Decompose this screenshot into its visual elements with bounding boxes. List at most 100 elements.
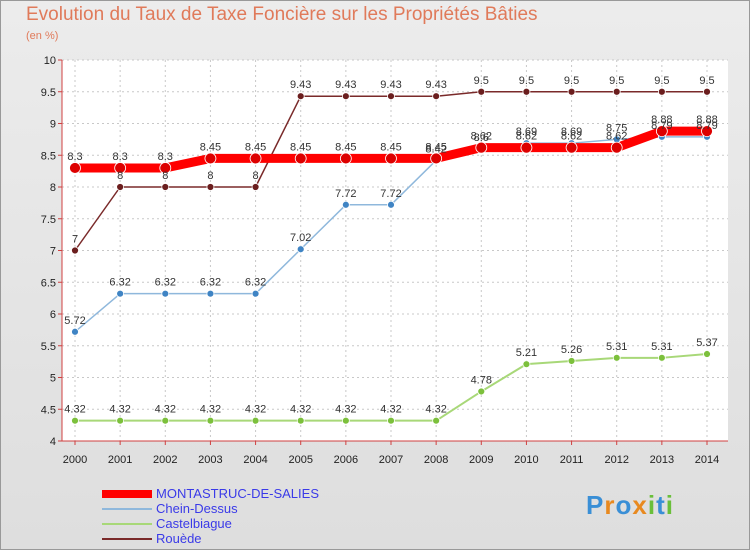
y-tick-label: 8: [50, 182, 56, 194]
y-tick-label: 8.5: [41, 150, 56, 162]
data-label: 9.43: [335, 79, 356, 91]
data-label: 4.32: [109, 404, 130, 416]
data-label: 6.32: [200, 277, 221, 289]
data-point: [249, 152, 262, 165]
logo-letter: i: [647, 490, 657, 520]
data-label: 9.43: [380, 79, 401, 91]
data-point: [116, 289, 125, 298]
data-label: 8.45: [335, 141, 356, 153]
data-label: 8.88: [651, 114, 672, 126]
data-label: 8: [253, 170, 259, 182]
data-point: [206, 289, 215, 298]
data-label: 8.62: [561, 131, 582, 143]
data-point: [339, 152, 352, 165]
data-label: 8.42: [425, 143, 446, 155]
data-label: 9.5: [519, 75, 534, 87]
data-point: [161, 183, 170, 191]
x-tick-label: 2006: [334, 454, 358, 466]
x-tick-label: 2004: [243, 454, 267, 466]
x-tick-label: 2005: [288, 454, 312, 466]
data-point: [161, 289, 170, 298]
data-label: 5.31: [651, 341, 672, 353]
x-tick-label: 2011: [560, 454, 584, 466]
data-point: [114, 162, 127, 174]
data-point: [432, 92, 441, 101]
data-label: 8.79: [651, 120, 672, 132]
data-point: [296, 245, 305, 254]
data-point: [522, 87, 531, 96]
data-point: [657, 87, 666, 96]
data-point: [296, 416, 305, 425]
x-tick-label: 2001: [108, 454, 132, 466]
data-label: 9.5: [654, 75, 669, 87]
data-point: [610, 141, 623, 154]
data-label: 9.5: [609, 75, 624, 87]
data-point: [567, 357, 576, 365]
data-point: [294, 152, 307, 165]
data-point: [71, 246, 79, 255]
x-tick-label: 2013: [650, 454, 674, 466]
y-tick-label: 4.5: [41, 404, 56, 416]
x-tick-label: 2002: [153, 454, 177, 466]
data-point: [71, 327, 79, 336]
logo-letter: r: [604, 490, 616, 520]
y-tick-label: 7.5: [41, 214, 56, 226]
data-point: [116, 183, 125, 191]
y-tick-label: 9.5: [41, 87, 56, 99]
data-label: 8.3: [67, 151, 82, 163]
x-tick-label: 2009: [469, 454, 493, 466]
data-point: [116, 416, 125, 425]
data-label: 4.32: [64, 404, 85, 416]
data-label: 8.75: [606, 122, 627, 134]
data-point: [161, 416, 170, 425]
data-label: 4.78: [471, 374, 492, 386]
y-tick-label: 7: [50, 246, 56, 258]
data-point: [387, 200, 395, 209]
data-label: 9.43: [425, 79, 446, 91]
data-label: 8.3: [158, 151, 173, 163]
data-point: [206, 183, 215, 191]
data-point: [430, 152, 443, 165]
data-label: 5.37: [696, 337, 717, 349]
x-tick-label: 2008: [424, 454, 448, 466]
data-point: [251, 183, 260, 191]
data-point: [477, 387, 486, 396]
data-point: [520, 141, 533, 154]
x-tick-label: 2007: [379, 454, 403, 466]
data-point: [71, 416, 79, 425]
x-tick-label: 2000: [63, 454, 87, 466]
data-label: 8.69: [516, 126, 537, 138]
data-point: [387, 416, 395, 425]
data-label: 4.32: [335, 404, 356, 416]
data-label: 9.5: [699, 75, 714, 87]
data-label: 8.69: [561, 126, 582, 138]
data-label: 6.32: [245, 277, 266, 289]
legend-swatch: [102, 538, 152, 540]
chart-title: Evolution du Taux de Taxe Foncière sur l…: [26, 4, 538, 25]
data-point: [159, 162, 172, 174]
data-label: 7.02: [290, 232, 311, 244]
legend-label: MONTASTRUC-DE-SALIES: [156, 486, 319, 501]
data-point: [69, 162, 81, 174]
data-label: 8.62: [606, 131, 627, 143]
data-point: [432, 416, 441, 425]
legend-swatch: [102, 490, 152, 498]
data-label: 4.32: [200, 404, 221, 416]
data-label: 8.45: [200, 141, 221, 153]
data-point: [475, 141, 488, 154]
data-point: [657, 353, 666, 362]
data-label: 6.32: [109, 277, 130, 289]
data-label: 4.32: [425, 404, 446, 416]
y-tick-label: 6.5: [41, 277, 56, 289]
data-point: [385, 152, 397, 165]
data-point: [612, 353, 621, 362]
y-tick-label: 6: [50, 309, 56, 321]
data-point: [567, 87, 576, 96]
data-label: 8: [207, 170, 213, 182]
data-label: 4.32: [245, 404, 266, 416]
data-label: 8: [162, 170, 168, 182]
data-label: 5.72: [64, 315, 85, 327]
data-point: [206, 416, 215, 425]
data-label: 8.62: [471, 131, 492, 143]
